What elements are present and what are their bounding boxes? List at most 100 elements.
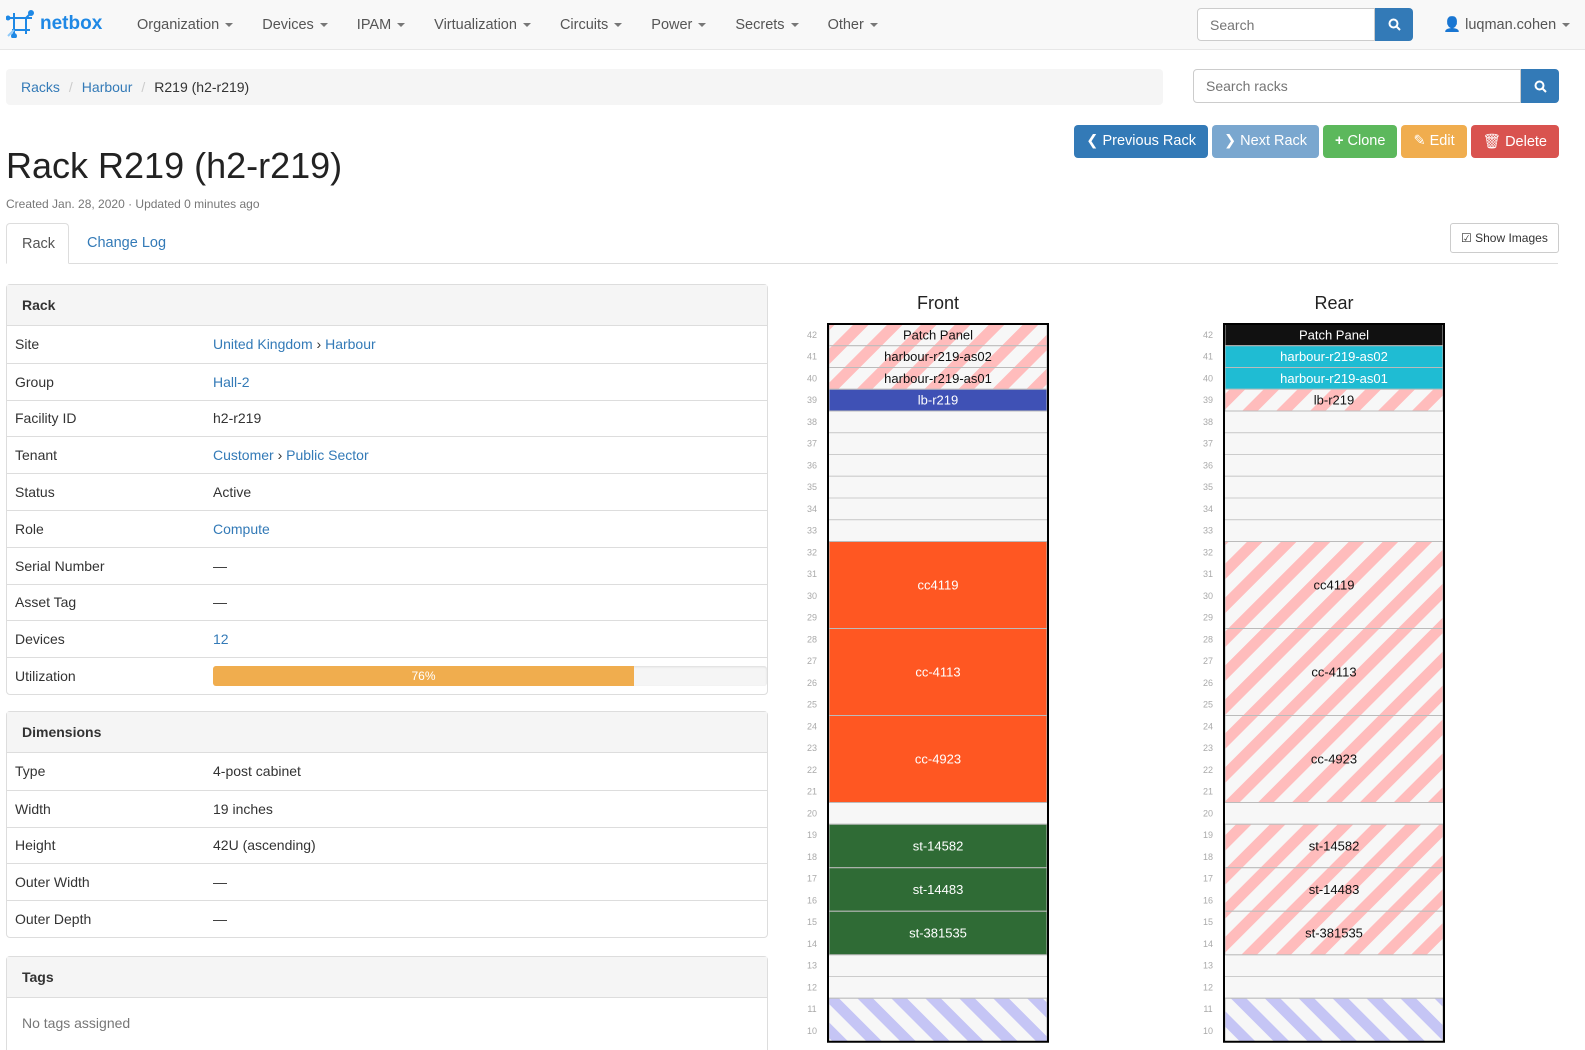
caret-down-icon	[1562, 23, 1571, 28]
rack-unit-slot[interactable]	[1223, 519, 1445, 542]
rack-search-button[interactable]	[1521, 69, 1559, 103]
unit-number: 38	[807, 417, 817, 427]
device-st-14483[interactable]	[1224, 867, 1444, 912]
rack-unit-slot[interactable]	[1223, 454, 1445, 477]
unit-number: 42	[807, 330, 817, 340]
device-label: harbour-r219-as02	[884, 349, 992, 364]
search-button[interactable]	[1375, 8, 1413, 41]
nav-organization[interactable]: Organization	[137, 17, 234, 33]
unit-number: 25	[807, 700, 817, 710]
row-value-link[interactable]: 12	[213, 631, 229, 648]
breadcrumb-site[interactable]: Harbour	[81, 79, 133, 95]
nav-devices[interactable]: Devices	[262, 17, 328, 33]
row-value-link[interactable]: Customer	[213, 447, 274, 464]
rack-unit-slot[interactable]	[1223, 410, 1445, 434]
rack-unit-slot[interactable]	[827, 519, 1049, 542]
rack-unit-slot[interactable]	[1223, 432, 1445, 455]
caret-down-icon	[397, 23, 406, 28]
unit-number: 40	[1203, 373, 1213, 383]
device-st-381535[interactable]	[828, 910, 1048, 956]
previous-rack-button[interactable]: ❮ Previous Rack	[1074, 125, 1208, 158]
device-cc-4923[interactable]	[828, 715, 1048, 803]
breadcrumb-racks[interactable]: Racks	[21, 79, 60, 95]
rack-unit-slot[interactable]	[827, 802, 1049, 825]
rack-unit-slot[interactable]	[827, 410, 1049, 434]
rack-unit-slot[interactable]	[1223, 497, 1445, 521]
nav-secrets[interactable]: Secrets	[735, 17, 799, 33]
row-label: Utilization	[15, 668, 76, 685]
rack-unit-slot[interactable]	[1223, 954, 1445, 977]
device-st-14483[interactable]	[828, 867, 1048, 912]
caret-down-icon	[522, 23, 531, 28]
edit-button[interactable]: ✎ Edit	[1401, 125, 1467, 158]
nav-ipam[interactable]: IPAM	[357, 17, 406, 33]
clone-button[interactable]: + Clone	[1323, 125, 1398, 158]
row-value: 42U (ascending)	[213, 837, 316, 854]
nav-other[interactable]: Other	[828, 17, 878, 33]
rack-search-input[interactable]	[1193, 69, 1521, 103]
device-label: st-381535	[909, 926, 967, 941]
nav-label: Organization	[137, 17, 220, 33]
delete-button[interactable]: 🗑 Delete	[1470, 125, 1559, 158]
nav-virtualization[interactable]: Virtualization	[434, 17, 531, 33]
rack-unit-slot[interactable]	[827, 954, 1049, 977]
check-square-icon: ☑	[1461, 231, 1472, 245]
row-label: Status	[15, 484, 55, 501]
row-value-link[interactable]: Harbour	[325, 336, 376, 353]
row-value: —	[213, 911, 227, 928]
unit-number: 26	[807, 678, 817, 688]
tab-rack[interactable]: Rack	[6, 223, 69, 264]
rack-unit-slot[interactable]	[827, 976, 1049, 999]
device-st-381535[interactable]	[1224, 910, 1444, 956]
row-value-link[interactable]: Hall-2	[213, 373, 250, 390]
nav-circuits[interactable]: Circuits	[559, 17, 623, 33]
row-label: Width	[15, 800, 51, 817]
rack-unit-slot[interactable]	[1223, 976, 1445, 999]
next-rack-button[interactable]: ❯ Next Rack	[1211, 125, 1320, 158]
row-value-link[interactable]: United Kingdom	[213, 336, 313, 353]
unit-number: 21	[1203, 787, 1213, 797]
rack-unit-slot[interactable]	[827, 454, 1049, 477]
rack-unit-slot[interactable]	[1223, 475, 1445, 499]
dimension-row: Type 4-post cabinet	[7, 753, 767, 790]
nav-label: Circuits	[559, 17, 609, 33]
rack-unit-slot[interactable]	[827, 432, 1049, 455]
show-images-button[interactable]: ☑ Show Images	[1450, 223, 1559, 253]
rack-search	[1193, 69, 1559, 103]
device-cc4119[interactable]	[828, 541, 1048, 629]
rack-row: Tenant Customer › Public Sector	[7, 436, 767, 473]
unit-number: 42	[1203, 330, 1213, 340]
row-value: —	[213, 558, 227, 574]
brand-logo[interactable]: netbox	[6, 10, 102, 38]
device-cc-4113[interactable]	[1224, 628, 1444, 716]
dimension-row: Height 42U (ascending)	[7, 826, 767, 864]
nav-label: Other	[827, 17, 864, 33]
rack-row: Asset Tag —	[7, 583, 767, 621]
rack-unit-slot[interactable]	[1223, 802, 1445, 825]
row-value-link[interactable]: Public Sector	[286, 447, 369, 464]
device-st-14582[interactable]	[1224, 823, 1444, 869]
utilization-fill: 76%	[213, 666, 635, 687]
device-label: st-14582	[913, 839, 964, 854]
rack-unit-slot[interactable]	[827, 475, 1049, 499]
unit-number: 36	[1203, 460, 1213, 470]
device-st-14582[interactable]	[828, 823, 1048, 869]
device-reserved[interactable]	[828, 997, 1048, 1043]
unit-number: 40	[807, 373, 817, 383]
unit-number: 39	[1203, 395, 1213, 405]
row-value: Compute	[213, 521, 270, 537]
device-label: st-381535	[1305, 926, 1363, 941]
row-value: Customer › Public Sector	[213, 447, 369, 463]
global-search-input[interactable]	[1197, 8, 1375, 41]
row-value: Active	[213, 484, 251, 500]
dimension-row: Outer Width —	[7, 863, 767, 900]
device-cc-4113[interactable]	[828, 628, 1048, 716]
rack-unit-slot[interactable]	[827, 497, 1049, 521]
user-menu[interactable]: 👤 luqman.cohen	[1443, 16, 1571, 33]
row-value-link[interactable]: Compute	[213, 520, 270, 537]
device-reserved[interactable]	[1224, 997, 1444, 1043]
device-label: st-14582	[1309, 839, 1360, 854]
tab-change-log[interactable]: Change Log	[87, 235, 167, 251]
nav-power[interactable]: Power	[651, 17, 707, 33]
breadcrumb-separator: /	[68, 79, 73, 95]
